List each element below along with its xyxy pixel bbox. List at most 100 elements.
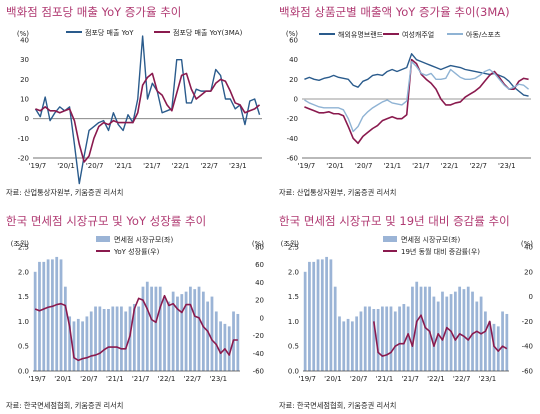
bar [102, 309, 106, 371]
legend-label-2: 점포당 매출 YoY(3MA) [173, 28, 243, 37]
bar [355, 316, 359, 371]
bar [210, 296, 214, 371]
chart-category-sales-yoy: (%) -60 -40 -20 0 20 40 60 '19/7 '20/1 '20/7 '21/1 '… [286, 30, 531, 170]
bar [338, 316, 341, 371]
bar [223, 323, 227, 371]
y-tick-label-right: 0 [260, 314, 264, 322]
x-tick-label: '22/1 [441, 162, 459, 170]
bar [393, 311, 397, 371]
y-tick-label: 10 [20, 96, 29, 104]
bar [385, 306, 389, 371]
bar [428, 286, 431, 371]
bar [453, 291, 457, 371]
y-tick-label: -40 [287, 135, 298, 143]
x-tick-label: '22/7 [200, 162, 218, 170]
bar [128, 306, 132, 371]
y-tick-label-left: 1.5 [288, 293, 299, 301]
y-tick-label-left: 0.5 [288, 343, 299, 351]
bar [445, 296, 449, 371]
x-tick-label: '23/1 [479, 375, 497, 383]
y-axis-unit-left: (조원) [281, 239, 300, 248]
y-tick-label: -10 [18, 135, 29, 143]
bar [120, 306, 123, 371]
x-tick-label: '19/7 [298, 162, 316, 170]
bar [402, 304, 406, 371]
y-tick-label-right: 20 [524, 268, 533, 276]
series-line-2 [35, 72, 261, 163]
y-axis-unit: (%) [286, 30, 298, 38]
y-tick-label-left: 2.0 [18, 268, 29, 276]
x-tick-label: '21/7 [143, 162, 161, 170]
bar [346, 318, 350, 371]
y-tick-label-right: 60 [255, 261, 264, 269]
y-tick-label-left: 1.0 [18, 318, 29, 326]
bar [46, 259, 50, 371]
bar [458, 286, 462, 371]
y-tick-label-left: 0.0 [288, 368, 299, 376]
bar [419, 286, 423, 371]
bar [329, 259, 333, 371]
bar [488, 321, 492, 371]
y-tick-label-left: 1.0 [288, 318, 299, 326]
x-tick-label: '20/1 [324, 375, 342, 383]
y-tick-label-left: 0.0 [18, 368, 29, 376]
y-tick-label: -20 [287, 115, 298, 123]
series-line-1 [34, 35, 261, 185]
bar [158, 286, 162, 371]
y-tick-label-left: 0.5 [18, 343, 29, 351]
x-tick-label: '21/1 [106, 375, 124, 383]
bar [432, 296, 436, 371]
bar [389, 306, 393, 371]
y-tick-label: 20 [20, 76, 29, 84]
bar [372, 309, 376, 371]
legend-label-line: YoY 성장률(우) [113, 247, 160, 256]
y-tick-label: -60 [287, 155, 298, 163]
y-tick-label: 0 [25, 115, 29, 123]
bar [359, 311, 363, 371]
y-tick-label-right: 40 [255, 279, 264, 287]
chart-source: 자료: 한국면세점협회, 키움증권 리서치 [6, 401, 124, 410]
legend-label-1: 해외유명브랜드 [338, 30, 384, 39]
y-axis-unit: (%) [17, 30, 29, 38]
bar [363, 306, 367, 371]
bar [312, 261, 316, 371]
bar [98, 306, 102, 371]
chart-title: 한국 면세점 시장규모 및 YoY 성장률 추이 [6, 214, 207, 228]
bar [63, 286, 67, 371]
y-axis-unit-left: (조원) [11, 239, 30, 248]
bar [81, 321, 84, 371]
bar [89, 311, 93, 371]
series-line-1 [34, 294, 238, 362]
bar [219, 321, 222, 371]
legend-label-bar: 면세점 시장규모(좌) [401, 235, 460, 244]
bar [171, 291, 175, 371]
x-tick-label: '19/7 [29, 162, 47, 170]
x-tick-label: '20/7 [350, 375, 368, 383]
y-tick-label-right: -20 [253, 332, 264, 340]
chart-panel-store-sales: 백화점 점포당 매출 YoY 증가율 추이 (%) -20 -10 0 10 20 30 40… [6, 4, 268, 200]
bar [406, 306, 410, 371]
y-tick-label-left: 2.0 [288, 268, 299, 276]
series-line-1 [373, 314, 508, 357]
y-tick-label: 30 [20, 56, 29, 64]
y-tick-label-right: 80 [255, 244, 264, 252]
bar [94, 306, 97, 371]
bar [206, 301, 210, 371]
x-tick-label: '20/7 [86, 162, 104, 170]
bar [368, 306, 371, 371]
y-tick-label: 60 [289, 37, 298, 45]
bar [176, 296, 179, 371]
y-tick-label-right: 40 [524, 244, 533, 252]
y-axis-unit-right: (%) [252, 240, 264, 248]
chart-title: 한국 면세점 시장규모 및 19년 대비 증감률 추이 [279, 214, 510, 228]
bar [111, 306, 115, 371]
y-tick-label-right: 20 [255, 297, 264, 305]
y-tick-label-right: 0 [529, 293, 533, 301]
bar [85, 316, 89, 371]
y-tick-label-left: 2.5 [288, 244, 299, 252]
bar [59, 259, 63, 371]
legend-label-3: 아동/스포츠 [466, 30, 501, 39]
chart-source: 자료: 한국면세점협회, 키움증권 리서치 [279, 401, 397, 410]
bar [180, 294, 184, 371]
x-tick-label: '20/1 [54, 375, 72, 383]
